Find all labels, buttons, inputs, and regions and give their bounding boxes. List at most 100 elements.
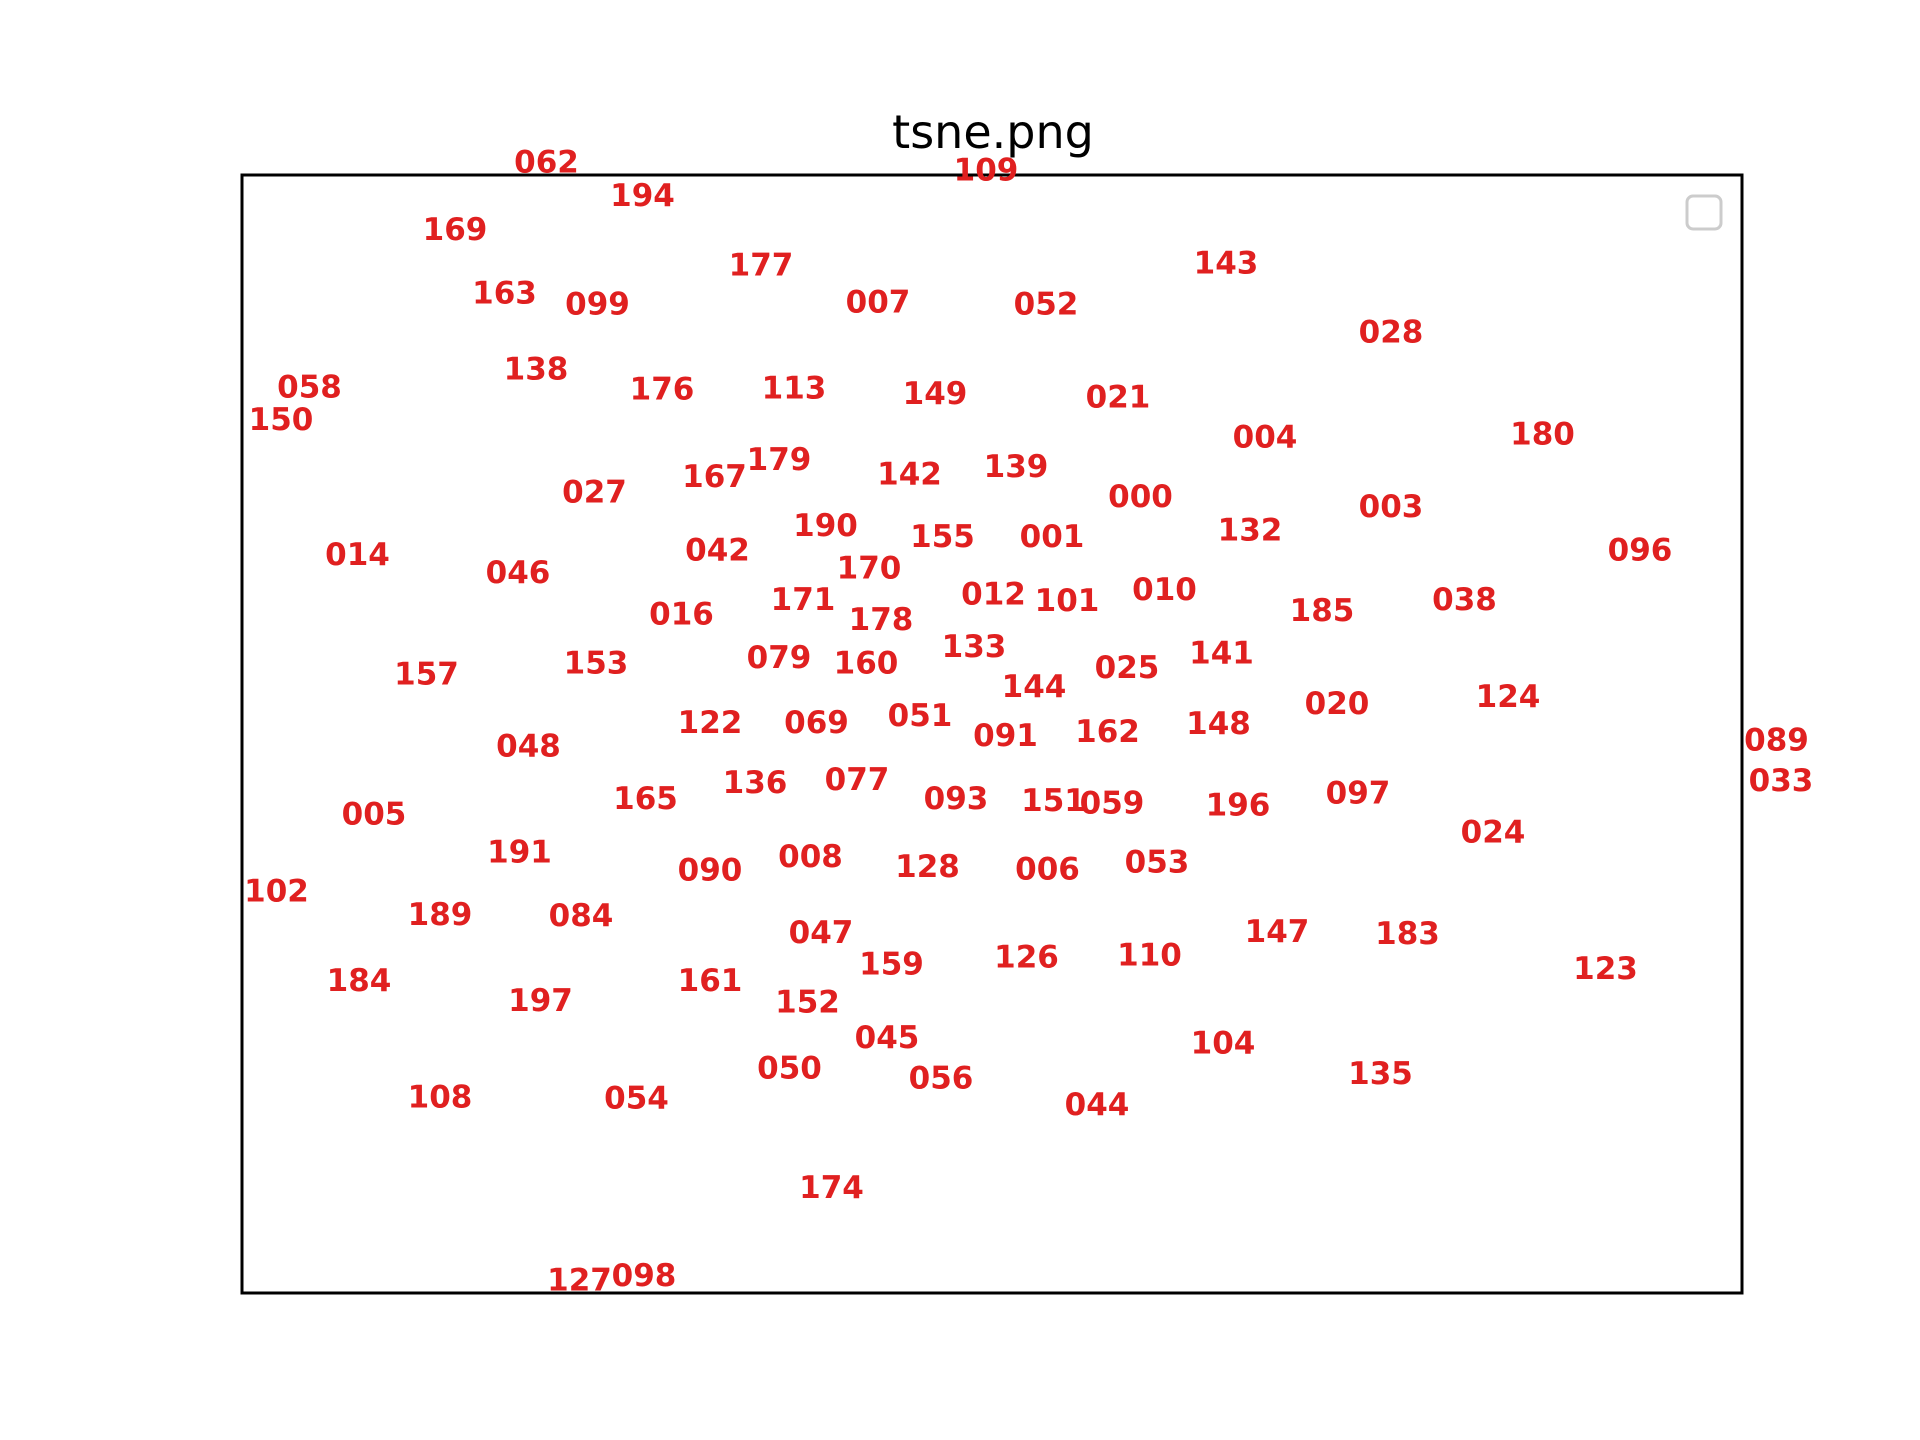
point-label-091: 091 <box>973 718 1038 754</box>
point-label-045: 045 <box>855 1020 920 1056</box>
point-label-184: 184 <box>327 963 392 999</box>
point-label-155: 155 <box>910 519 975 555</box>
point-label-038: 038 <box>1432 582 1497 618</box>
point-label-144: 144 <box>1002 669 1067 705</box>
point-label-056: 056 <box>909 1060 974 1096</box>
point-label-161: 161 <box>678 963 743 999</box>
point-label-089: 089 <box>1744 723 1809 759</box>
point-label-153: 153 <box>564 646 629 682</box>
point-label-178: 178 <box>849 602 914 638</box>
point-label-149: 149 <box>903 376 968 412</box>
point-label-169: 169 <box>423 212 488 248</box>
point-label-059: 059 <box>1080 785 1145 821</box>
point-label-024: 024 <box>1461 814 1526 850</box>
point-label-014: 014 <box>325 537 390 573</box>
point-label-150: 150 <box>249 402 314 438</box>
point-label-113: 113 <box>762 371 827 407</box>
point-label-058: 058 <box>277 369 342 405</box>
point-label-104: 104 <box>1191 1026 1256 1062</box>
point-label-167: 167 <box>682 459 747 495</box>
point-label-052: 052 <box>1014 287 1079 323</box>
point-label-183: 183 <box>1375 916 1440 952</box>
point-label-136: 136 <box>723 765 788 801</box>
point-label-177: 177 <box>729 248 794 284</box>
point-label-196: 196 <box>1206 788 1271 824</box>
point-label-194: 194 <box>610 178 675 214</box>
point-label-033: 033 <box>1749 763 1814 799</box>
point-label-124: 124 <box>1476 679 1541 715</box>
point-label-050: 050 <box>757 1050 822 1086</box>
point-label-016: 016 <box>649 596 714 632</box>
point-label-062: 062 <box>514 145 579 181</box>
point-label-099: 099 <box>565 287 630 323</box>
point-label-006: 006 <box>1015 851 1080 887</box>
point-label-191: 191 <box>487 835 552 871</box>
point-label-108: 108 <box>408 1079 473 1115</box>
point-label-122: 122 <box>678 705 743 741</box>
point-label-084: 084 <box>549 898 614 934</box>
point-label-170: 170 <box>837 551 902 587</box>
point-label-165: 165 <box>613 781 678 817</box>
point-label-097: 097 <box>1326 775 1391 811</box>
point-label-143: 143 <box>1194 245 1259 281</box>
point-label-054: 054 <box>604 1081 669 1117</box>
point-label-012: 012 <box>961 576 1026 612</box>
point-label-128: 128 <box>895 849 960 885</box>
point-label-135: 135 <box>1348 1056 1413 1092</box>
point-label-189: 189 <box>408 897 473 933</box>
point-label-163: 163 <box>472 276 537 312</box>
point-label-077: 077 <box>825 762 890 798</box>
point-label-133: 133 <box>942 629 1007 665</box>
point-label-001: 001 <box>1020 519 1085 555</box>
point-label-005: 005 <box>342 797 407 833</box>
point-label-151: 151 <box>1021 783 1086 819</box>
point-label-079: 079 <box>747 640 812 676</box>
point-label-127: 127 <box>547 1263 612 1299</box>
point-label-042: 042 <box>685 533 750 569</box>
point-label-176: 176 <box>630 372 695 408</box>
point-label-142: 142 <box>877 457 942 493</box>
point-label-138: 138 <box>504 352 569 388</box>
plot-area-frame <box>240 173 1744 1295</box>
point-label-141: 141 <box>1189 636 1254 672</box>
point-label-148: 148 <box>1186 706 1251 742</box>
point-label-180: 180 <box>1510 416 1575 452</box>
point-label-139: 139 <box>984 449 1049 485</box>
point-label-101: 101 <box>1035 583 1100 619</box>
point-label-102: 102 <box>244 874 309 910</box>
point-labels-layer: 062 194 109 169 177 143 163 099 007 052 028 058 138 1… <box>244 145 1813 1299</box>
point-label-051: 051 <box>888 698 953 734</box>
point-label-098: 098 <box>612 1258 677 1294</box>
point-label-174: 174 <box>799 1170 864 1206</box>
point-label-179: 179 <box>747 442 812 478</box>
point-label-157: 157 <box>394 657 459 693</box>
point-label-046: 046 <box>486 555 551 591</box>
point-label-185: 185 <box>1290 593 1355 629</box>
point-label-053: 053 <box>1125 845 1190 881</box>
point-label-000: 000 <box>1108 479 1173 515</box>
point-label-197: 197 <box>508 983 573 1019</box>
point-label-028: 028 <box>1359 315 1424 351</box>
point-label-160: 160 <box>834 646 899 682</box>
point-label-027: 027 <box>562 475 627 511</box>
point-label-152: 152 <box>775 984 840 1020</box>
point-label-110: 110 <box>1117 937 1182 973</box>
point-label-171: 171 <box>771 582 836 618</box>
point-label-044: 044 <box>1065 1087 1130 1123</box>
point-label-132: 132 <box>1218 513 1283 549</box>
point-label-003: 003 <box>1359 489 1424 525</box>
point-label-004: 004 <box>1233 420 1298 456</box>
point-label-190: 190 <box>793 508 858 544</box>
point-label-010: 010 <box>1132 572 1197 608</box>
point-label-025: 025 <box>1095 650 1160 686</box>
point-label-021: 021 <box>1086 380 1151 416</box>
point-label-048: 048 <box>496 728 561 764</box>
point-label-096: 096 <box>1608 533 1673 569</box>
point-label-047: 047 <box>789 915 854 951</box>
point-label-020: 020 <box>1305 686 1370 722</box>
point-label-126: 126 <box>994 940 1059 976</box>
empty-legend-box <box>1685 194 1723 231</box>
point-label-007: 007 <box>846 285 911 321</box>
